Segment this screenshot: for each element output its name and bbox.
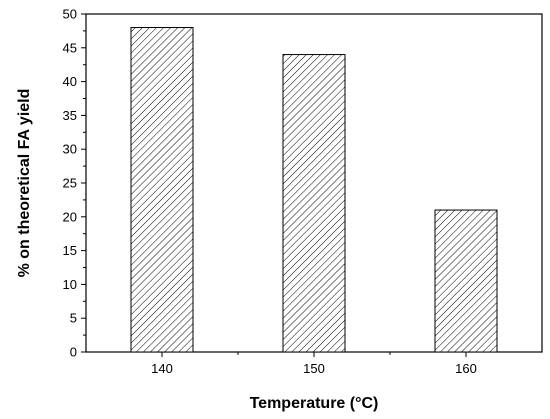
x-axis-title: Temperature (°C) [250, 395, 379, 412]
bars [130, 27, 498, 353]
y-tick-label: 40 [63, 74, 77, 89]
y-tick-label: 0 [70, 345, 77, 360]
y-tick-label: 45 [63, 40, 77, 55]
y-tick-label: 25 [63, 176, 77, 191]
y-tick-label: 15 [63, 243, 77, 258]
x-tick-label: 150 [303, 361, 325, 376]
bar-150 [282, 54, 346, 353]
y-axis: 0 5 10 15 20 25 30 35 40 45 50 [63, 7, 86, 360]
y-tick-label: 30 [63, 142, 77, 157]
y-tick-label: 35 [63, 108, 77, 123]
bar-140 [130, 27, 194, 353]
bar-160 [434, 209, 498, 353]
y-tick-label: 50 [63, 7, 77, 22]
y-axis-title: % on theoretical FA yield [16, 89, 33, 278]
x-tick-label: 160 [455, 361, 477, 376]
y-tick-label: 5 [70, 311, 77, 326]
x-tick-label: 140 [151, 361, 173, 376]
y-tick-label: 10 [63, 277, 77, 292]
y-tick-label: 20 [63, 209, 77, 224]
x-axis: 140 150 160 [151, 352, 477, 376]
